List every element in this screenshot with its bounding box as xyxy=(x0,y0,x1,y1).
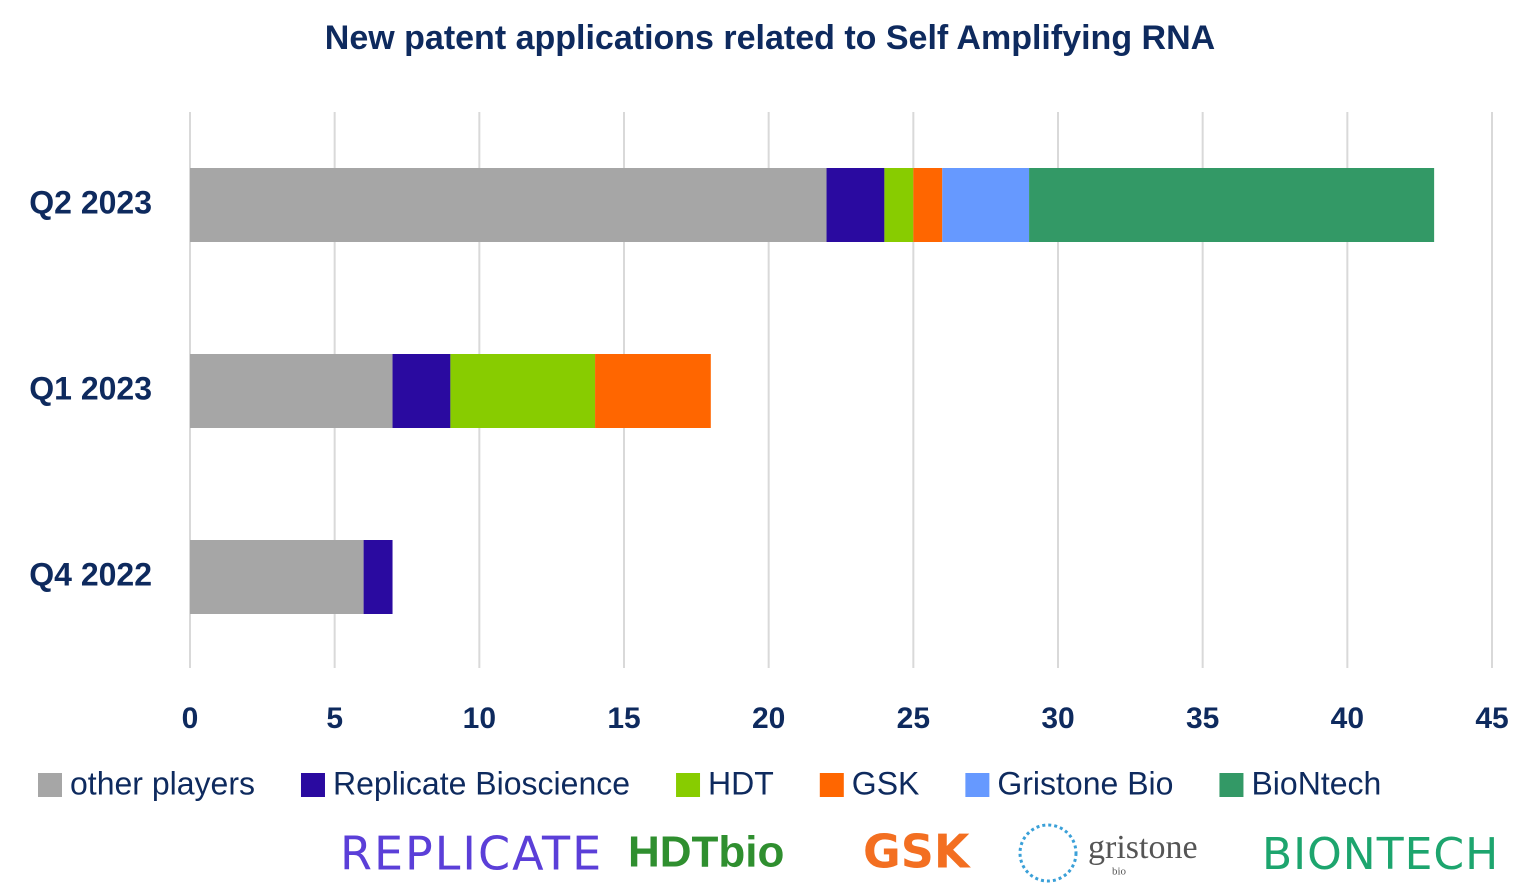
bar-segment xyxy=(190,354,393,428)
bar-segment xyxy=(884,168,913,242)
x-tick-label: 45 xyxy=(1475,702,1508,735)
bar-segment xyxy=(450,354,595,428)
legend-swatch xyxy=(38,773,62,797)
x-tick-label: 5 xyxy=(326,702,343,735)
x-tick-label: 30 xyxy=(1041,702,1074,735)
chart-title: New patent applications related to Self … xyxy=(325,19,1215,57)
logos: REPLICATE HDTbio GSK gristonebio BIONTECH xyxy=(340,825,1499,882)
bar-segment xyxy=(190,168,827,242)
y-tick-label: Q4 2022 xyxy=(29,556,152,592)
legend: other players Replicate Bioscience HDT GSK G… xyxy=(38,765,1381,801)
x-tick-label: 40 xyxy=(1331,702,1364,735)
legend-label: BioNtech xyxy=(1251,765,1381,801)
logo-text: gristone xyxy=(1088,829,1198,866)
legend-label: GSK xyxy=(852,765,920,801)
x-tick-label: 25 xyxy=(897,702,930,735)
bar-segment xyxy=(364,540,393,614)
logo-text: REPLICATE xyxy=(340,827,603,881)
bar-segment xyxy=(393,354,451,428)
legend-swatch xyxy=(820,773,844,797)
bar-segment xyxy=(913,168,942,242)
bar-segment xyxy=(595,354,711,428)
legend-label: Gristone Bio xyxy=(997,765,1173,801)
bar-segment xyxy=(190,540,364,614)
x-tick-label: 20 xyxy=(752,702,785,735)
legend-swatch xyxy=(301,773,325,797)
legend-swatch xyxy=(1219,773,1243,797)
y-tick-label: Q1 2023 xyxy=(29,370,152,406)
x-tick-label: 10 xyxy=(463,702,496,735)
x-tick-label: 15 xyxy=(607,702,640,735)
bar-segment xyxy=(942,168,1029,242)
legend-label: Replicate Bioscience xyxy=(333,765,630,801)
logo-text: BIONTECH xyxy=(1262,829,1499,880)
logo-text: HDTbio xyxy=(628,828,784,877)
logo-text: bio xyxy=(1112,866,1127,878)
logo-text: GSK xyxy=(863,825,972,879)
y-tick-label: Q2 2023 xyxy=(29,184,152,220)
legend-swatch xyxy=(676,773,700,797)
x-tick-label: 0 xyxy=(182,702,199,735)
legend-swatch xyxy=(965,773,989,797)
legend-label: HDT xyxy=(708,765,774,801)
bar-segment xyxy=(1029,168,1434,242)
bar-segment xyxy=(827,168,885,242)
gristone-icon xyxy=(1020,825,1076,881)
bars: Q2 2023 Q1 2023 Q4 2022 xyxy=(29,168,1434,614)
legend-label: other players xyxy=(70,765,255,801)
x-tick-label: 35 xyxy=(1186,702,1219,735)
